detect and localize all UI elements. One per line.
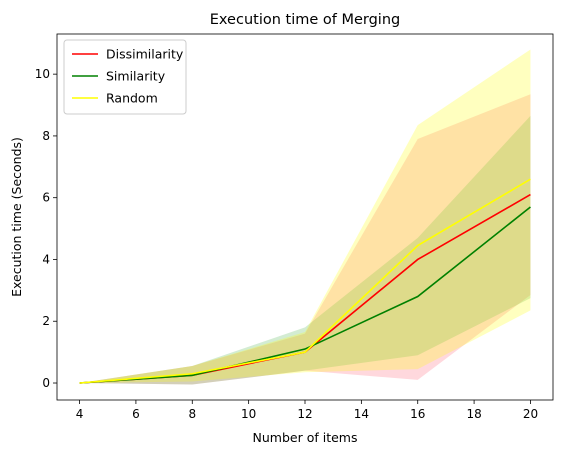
x-tick-label: 8 [188,407,196,421]
y-tick-label: 0 [42,376,50,390]
legend: Dissimilarity Similarity Random [63,39,187,115]
legend-box [63,39,187,115]
y-axis: 0 2 4 6 8 10 [35,67,57,390]
legend-label-random: Random [106,91,158,106]
x-tick-label: 16 [410,407,425,421]
x-axis: 4 6 8 10 12 14 16 18 20 [76,400,538,421]
x-tick-label: 14 [354,407,369,421]
series-lines [79,178,531,384]
y-tick-label: 4 [42,252,50,266]
confidence-bands [79,49,531,385]
y-tick-label: 2 [42,314,50,328]
x-tick-label: 6 [132,407,140,421]
line-similarity [79,206,531,384]
y-axis-label: Execution time (Seconds) [9,137,24,297]
band-similarity [79,115,531,385]
x-tick-label: 18 [466,407,481,421]
x-tick-label: 20 [523,407,538,421]
x-tick-label: 4 [76,407,84,421]
x-axis-label: Number of items [253,430,358,445]
x-tick-label: 10 [241,407,256,421]
y-tick-label: 8 [42,129,50,143]
legend-label-dissimilarity: Dissimilarity [106,47,184,62]
legend-label-similarity: Similarity [106,69,166,84]
y-tick-label: 6 [42,191,50,205]
band-dissimilarity [79,94,531,385]
band-random [79,49,531,384]
y-tick-label: 10 [35,67,50,81]
x-tick-label: 12 [297,407,312,421]
line-random [79,178,531,384]
chart-title: Execution time of Merging [210,12,400,28]
